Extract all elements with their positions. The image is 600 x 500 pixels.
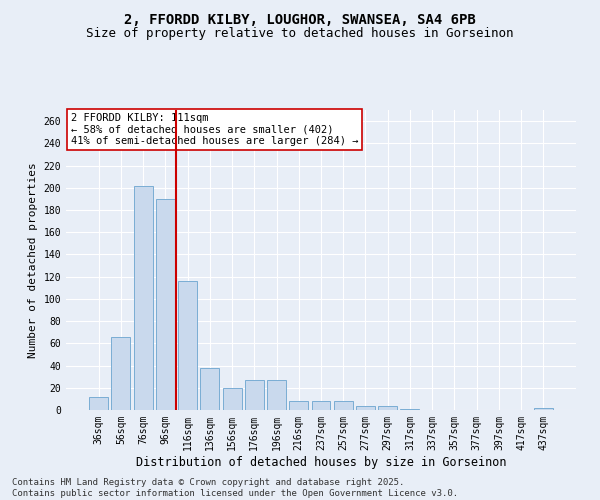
Text: Contains HM Land Registry data © Crown copyright and database right 2025.
Contai: Contains HM Land Registry data © Crown c… bbox=[12, 478, 458, 498]
Bar bbox=[178, 281, 197, 410]
Bar bbox=[89, 396, 108, 410]
Bar bbox=[200, 368, 219, 410]
Bar bbox=[267, 380, 286, 410]
Bar bbox=[289, 401, 308, 410]
Bar bbox=[334, 401, 353, 410]
Bar bbox=[156, 199, 175, 410]
X-axis label: Distribution of detached houses by size in Gorseinon: Distribution of detached houses by size … bbox=[136, 456, 506, 468]
Y-axis label: Number of detached properties: Number of detached properties bbox=[28, 162, 38, 358]
Text: 2, FFORDD KILBY, LOUGHOR, SWANSEA, SA4 6PB: 2, FFORDD KILBY, LOUGHOR, SWANSEA, SA4 6… bbox=[124, 12, 476, 26]
Bar bbox=[134, 186, 152, 410]
Bar bbox=[223, 388, 242, 410]
Bar bbox=[356, 406, 375, 410]
Bar bbox=[378, 406, 397, 410]
Bar bbox=[311, 401, 331, 410]
Text: 2 FFORDD KILBY: 111sqm
← 58% of detached houses are smaller (402)
41% of semi-de: 2 FFORDD KILBY: 111sqm ← 58% of detached… bbox=[71, 113, 359, 146]
Bar bbox=[534, 408, 553, 410]
Bar bbox=[112, 336, 130, 410]
Bar bbox=[245, 380, 264, 410]
Bar bbox=[400, 409, 419, 410]
Text: Size of property relative to detached houses in Gorseinon: Size of property relative to detached ho… bbox=[86, 28, 514, 40]
